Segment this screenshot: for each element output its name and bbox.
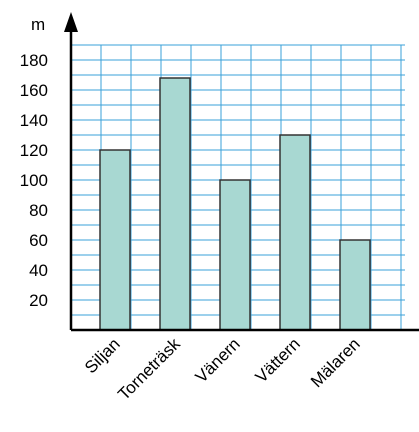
bar-torneträsk xyxy=(159,77,191,331)
bar-vänern xyxy=(219,179,251,331)
y-tick-label: 60 xyxy=(29,231,48,250)
y-tick-label: 160 xyxy=(20,81,48,100)
x-category-label: Vättern xyxy=(252,334,304,386)
y-tick-label: 80 xyxy=(29,201,48,220)
y-axis-arrow xyxy=(64,12,78,32)
y-tick-label: 140 xyxy=(20,111,48,130)
chart-bars xyxy=(99,77,371,331)
chart-axes xyxy=(64,12,419,332)
y-axis-unit-label: m xyxy=(31,15,45,34)
y-tick-label: 120 xyxy=(20,141,48,160)
y-tick-label: 40 xyxy=(29,261,48,280)
bar-mälaren xyxy=(339,239,371,331)
bar-vättern xyxy=(279,134,311,331)
bar-siljan xyxy=(99,149,131,331)
y-tick-labels: 20 40 60 80 100 120 140 160 180 xyxy=(20,51,48,310)
y-tick-label: 100 xyxy=(20,171,48,190)
y-tick-label: 20 xyxy=(29,291,48,310)
x-category-label: Siljan xyxy=(81,334,124,377)
x-category-label: Vänern xyxy=(192,334,244,386)
x-category-label: Torneträsk xyxy=(114,334,184,404)
x-category-label: Mälaren xyxy=(307,334,364,391)
y-tick-label: 180 xyxy=(20,51,48,70)
